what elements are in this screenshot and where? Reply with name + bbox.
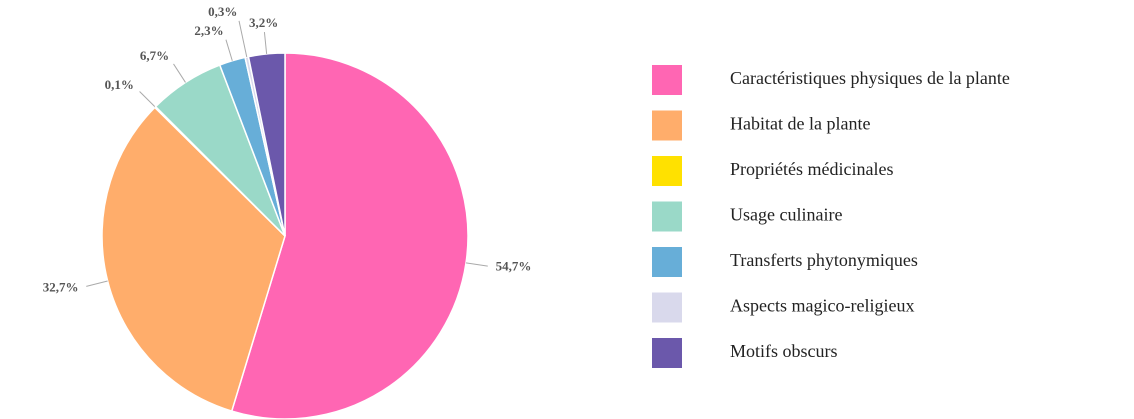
legend-label: Aspects magico-religieux (730, 296, 914, 316)
legend-swatch (652, 247, 682, 277)
legend-swatch (652, 156, 682, 186)
leader-line (465, 262, 488, 267)
legend-swatch (652, 110, 682, 141)
legend-swatch (652, 338, 682, 368)
leader-line (173, 63, 186, 83)
pie-slice (101, 106, 286, 413)
legend-label: Usage culinaire (730, 205, 842, 225)
leader-line (225, 39, 233, 61)
legend-label: Propriétés médicinales (730, 159, 893, 179)
data-label: 32,7% (43, 279, 79, 294)
data-label: 6,7% (140, 48, 169, 63)
legend-label: Motifs obscurs (730, 341, 838, 361)
legend-swatch (652, 292, 682, 323)
data-label: 0,3% (208, 4, 237, 19)
data-label: 2,3% (194, 23, 223, 38)
legend-label: Habitat de la plante (730, 114, 870, 134)
legend-swatch (652, 65, 682, 95)
data-label: 3,2% (249, 15, 278, 30)
leader-line (139, 91, 156, 108)
legend-label: Transferts phytonymiques (730, 250, 918, 270)
leader-line (238, 20, 248, 58)
legend-label: Caractéristiques physiques de la plante (730, 68, 1010, 88)
legend-swatch (652, 201, 682, 232)
data-label: 54,7% (496, 258, 532, 273)
leader-line (86, 280, 108, 287)
data-label: 0,1% (105, 77, 134, 92)
leader-line (263, 31, 268, 54)
